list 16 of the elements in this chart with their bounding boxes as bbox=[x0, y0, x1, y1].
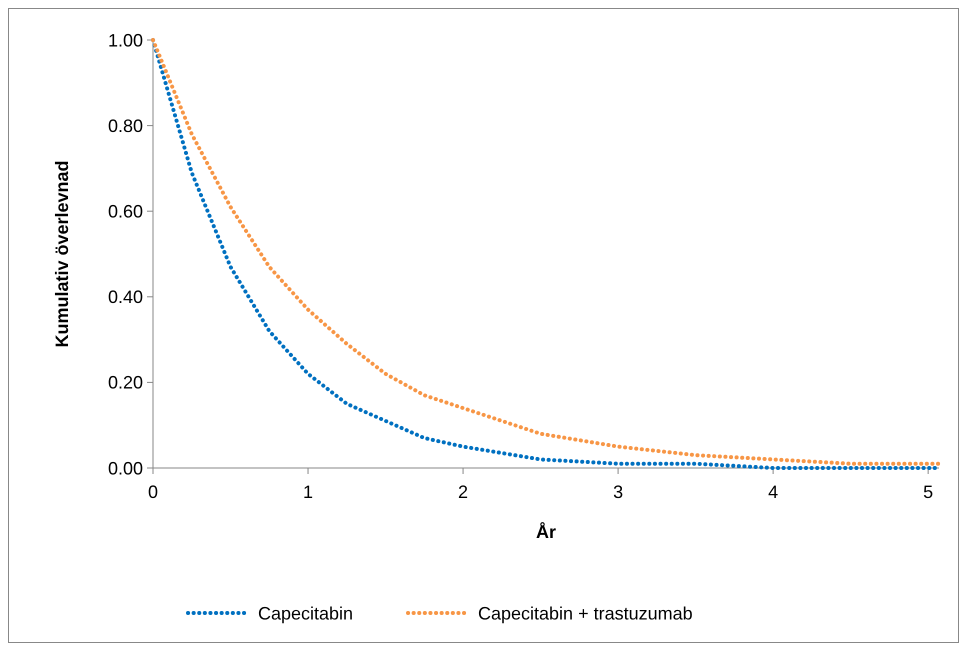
legend-label: Capecitabin bbox=[258, 603, 354, 624]
y-tick-label: 0.80 bbox=[108, 116, 143, 136]
x-tick-label: 3 bbox=[613, 482, 624, 502]
y-tick-label: 1.00 bbox=[108, 30, 143, 50]
legend-label: Capecitabin + trastuzumab bbox=[478, 603, 693, 624]
x-tick-label: 1 bbox=[303, 482, 314, 502]
x-axis-title: År bbox=[536, 522, 556, 542]
y-tick-label: 0.60 bbox=[108, 202, 143, 222]
x-tick-label: 4 bbox=[768, 482, 778, 502]
x-tick-label: 2 bbox=[458, 482, 468, 502]
x-tick-label: 0 bbox=[148, 482, 158, 502]
y-tick-label: 0.20 bbox=[108, 372, 143, 393]
y-tick-label: 0.40 bbox=[108, 287, 143, 308]
y-tick-label: 0.00 bbox=[108, 458, 143, 478]
x-tick-label: 5 bbox=[923, 482, 934, 502]
y-axis-title: Kumulativ överlevnad bbox=[52, 160, 72, 348]
